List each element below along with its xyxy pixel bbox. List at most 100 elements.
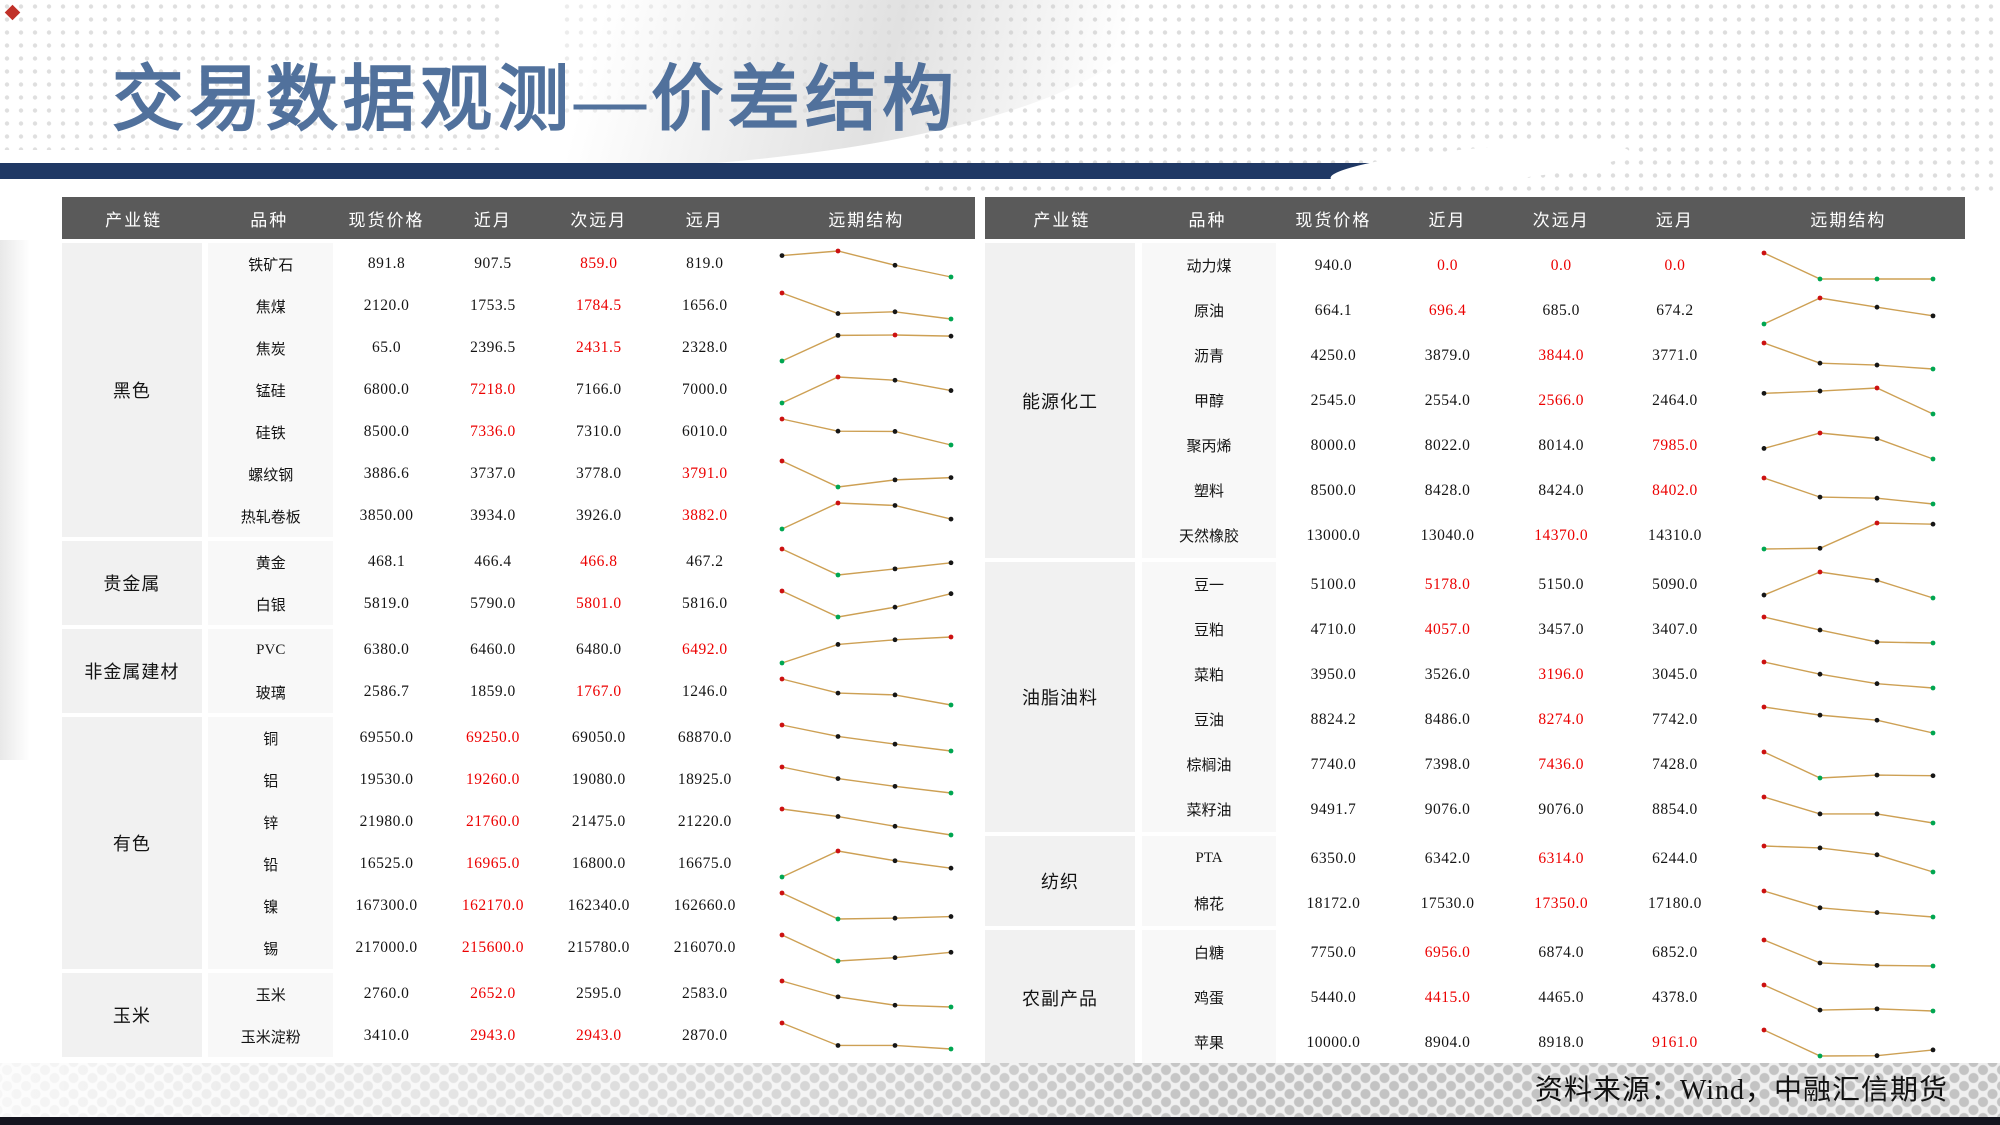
column-header: 远月: [1655, 210, 1694, 230]
forward-curve-sparkline: [779, 458, 954, 490]
spark-dot: [948, 865, 954, 871]
spark-min-dot: [1930, 914, 1936, 919]
value-cell: 69050.0: [571, 729, 626, 746]
spark-line: [781, 850, 951, 878]
variety-label: 豆粕: [1138, 607, 1277, 652]
industry-chain-label: 纺织: [985, 836, 1135, 926]
value-cell: 685.0: [1542, 301, 1580, 319]
spark-dot: [948, 914, 954, 919]
spark-max-dot: [779, 932, 785, 938]
industry-chain-label: 油脂油料: [985, 562, 1135, 832]
spark-dot: [1874, 772, 1880, 778]
industry-chain-label: 农副产品: [985, 930, 1135, 1065]
spark-dot: [892, 309, 898, 315]
variety-label: 白糖: [1138, 930, 1277, 975]
spark-dot: [1874, 577, 1880, 583]
spark-dot: [1817, 960, 1823, 965]
spark-dot: [1761, 390, 1767, 396]
value-cell: 8424.0: [1538, 481, 1585, 499]
value-cell: 3771.0: [1652, 346, 1698, 364]
value-cell: 8904.0: [1424, 1033, 1471, 1051]
spark-dot: [1874, 1052, 1880, 1058]
forward-structure-cell: [1732, 518, 1965, 554]
value-cell: 1767.0: [576, 683, 622, 700]
spark-dot: [1817, 388, 1823, 393]
spark-dot: [892, 823, 898, 829]
variety-label: 苹果: [1138, 1020, 1277, 1065]
value-cell: 5090.0: [1652, 575, 1698, 593]
forward-curve-sparkline: [779, 676, 954, 708]
forward-structure-cell: [758, 674, 975, 710]
value-cell: 3934.0: [470, 507, 516, 524]
value-cell: 215780.0: [567, 939, 630, 956]
forward-curve-sparkline: [1761, 340, 1936, 371]
value-cell: 5816.0: [681, 595, 728, 612]
spark-dot: [1874, 717, 1880, 723]
bottom-edge-bar: [0, 1117, 2000, 1125]
forward-structure-cell: [1732, 383, 1965, 419]
value-cell: 6010.0: [681, 423, 728, 440]
table-row: 甲醇 2545.0 2554.0 2566.0 2464.0: [1138, 378, 1965, 423]
variety-label: 玉米: [205, 973, 334, 1015]
forward-structure-cell: [1732, 1025, 1965, 1061]
table-row: 螺纹钢 3886.6 3737.0 3778.0 3791.0: [205, 453, 975, 495]
spark-min-dot: [779, 358, 785, 364]
spark-min-dot: [1930, 366, 1936, 371]
value-cell: 664.1: [1314, 301, 1353, 319]
spark-max-dot: [1761, 340, 1767, 345]
forward-curve-sparkline: [779, 546, 954, 578]
variety-label: 镍: [205, 885, 334, 927]
value-cell: 7398.0: [1424, 755, 1471, 773]
spark-dot: [1817, 494, 1823, 500]
column-header: 现货价格: [1295, 210, 1372, 230]
spark-min-dot: [948, 790, 954, 796]
forward-structure-cell: [1732, 338, 1965, 374]
halftone-dots-top-left: [0, 0, 500, 150]
variety-label: 铅: [205, 843, 334, 885]
spark-line: [781, 1022, 951, 1050]
spark-max-dot: [779, 806, 785, 812]
spark-dot: [835, 814, 841, 819]
spark-dot: [1761, 592, 1767, 597]
spark-max-dot: [948, 634, 954, 640]
spark-max-dot: [1761, 794, 1767, 799]
industry-group: 贵金属 黄金 468.1 466.4 466.8 467.2 白银 5819.0 5790.0 5…: [62, 541, 975, 625]
value-cell: 65.0: [372, 339, 402, 356]
variety-label: 锌: [205, 801, 334, 843]
forward-structure-cell: [758, 1018, 975, 1054]
forward-structure-cell: [758, 246, 975, 282]
forward-curve-sparkline: [779, 806, 954, 838]
value-cell: 14370.0: [1534, 526, 1589, 544]
value-cell: 5150.0: [1538, 575, 1585, 593]
column-header: 次远月: [570, 210, 628, 230]
spark-min-dot: [948, 1046, 954, 1052]
table-row: 棕榈油 7740.0 7398.0 7436.0 7428.0: [1138, 742, 1965, 787]
spark-max-dot: [1761, 250, 1767, 255]
spark-min-dot: [1817, 276, 1823, 281]
forward-structure-cell: [758, 330, 975, 366]
column-header: 次远月: [1532, 210, 1590, 230]
industry-chain-label: 有色: [62, 717, 202, 969]
value-cell: 6874.0: [1538, 943, 1585, 961]
value-cell: 3196.0: [1538, 665, 1585, 683]
value-cell: 891.8: [367, 255, 406, 272]
value-cell: 819.0: [686, 255, 724, 272]
spark-dot: [1817, 712, 1823, 718]
column-header: 远月: [685, 210, 724, 230]
spark-dot: [1874, 680, 1880, 686]
value-cell: 8854.0: [1652, 800, 1698, 818]
value-cell: 4057.0: [1424, 620, 1471, 638]
spark-line: [781, 460, 951, 488]
group-rows: 白糖 7750.0 6956.0 6874.0 6852.0 鸡蛋 5440.0 4415.0…: [1138, 930, 1965, 1065]
forward-curve-sparkline: [1761, 937, 1936, 968]
value-cell: 468.1: [367, 553, 406, 570]
forward-curve-sparkline: [1761, 295, 1936, 326]
value-cell: 3882.0: [681, 507, 728, 524]
variety-label: 铁矿石: [205, 243, 334, 285]
value-cell: 19080.0: [571, 771, 626, 788]
spark-dot: [892, 477, 898, 483]
value-cell: 3526.0: [1424, 665, 1471, 683]
forward-structure-cell: [758, 544, 975, 580]
forward-structure-cell: [1732, 747, 1965, 783]
industry-chain-label: 能源化工: [985, 243, 1135, 558]
